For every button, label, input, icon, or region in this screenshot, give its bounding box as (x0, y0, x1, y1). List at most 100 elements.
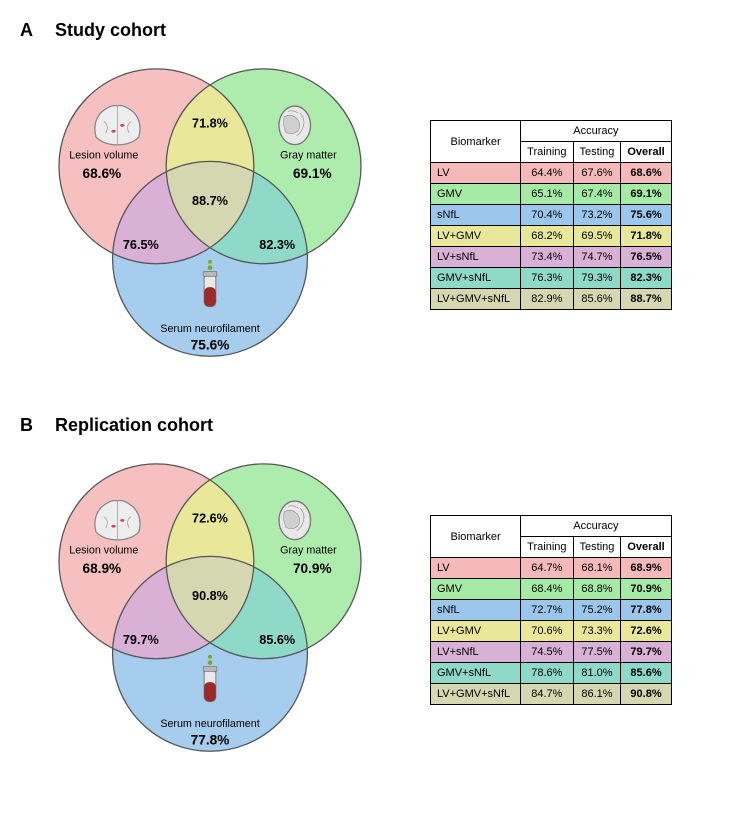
panel-B: B Replication cohort (20, 415, 722, 780)
table-row: GMV 65.1% 67.4% 69.1% (431, 184, 672, 205)
venn-pct-lvsnfl: 76.5% (123, 238, 159, 252)
cell-training: 73.4% (521, 247, 573, 268)
cell-overall: 77.8% (621, 600, 671, 621)
cell-overall: 70.9% (621, 579, 671, 600)
cell-testing: 69.5% (573, 226, 621, 247)
hdr-training: Training (521, 537, 573, 558)
panel-title: B Replication cohort (20, 415, 722, 436)
accuracy-table: Biomarker Accuracy Training Testing Over… (430, 515, 672, 705)
hdr-testing: Testing (573, 142, 621, 163)
venn-pct-lv: 68.9% (83, 561, 122, 576)
hdr-overall: Overall (621, 142, 671, 163)
venn-pct-all: 88.7% (192, 194, 228, 208)
hdr-biomarker: Biomarker (431, 516, 521, 558)
cell-training: 65.1% (521, 184, 573, 205)
cell-overall: 75.6% (621, 205, 671, 226)
venn-diagram: Lesion volume Gray matter Serum neurofil… (20, 440, 400, 780)
cell-overall: 71.8% (621, 226, 671, 247)
cell-testing: 67.4% (573, 184, 621, 205)
cell-training: 72.7% (521, 600, 573, 621)
cell-testing: 75.2% (573, 600, 621, 621)
cell-training: 64.7% (521, 558, 573, 579)
cell-biomarker: LV (431, 163, 521, 184)
cell-training: 64.4% (521, 163, 573, 184)
cell-testing: 67.6% (573, 163, 621, 184)
hdr-accuracy: Accuracy (521, 516, 672, 537)
venn-pct-gmv: 70.9% (293, 561, 332, 576)
cell-biomarker: LV (431, 558, 521, 579)
hdr-biomarker: Biomarker (431, 121, 521, 163)
cell-overall: 90.8% (621, 684, 671, 705)
venn-label-lv: Lesion volume (69, 149, 138, 161)
cell-testing: 86.1% (573, 684, 621, 705)
cell-overall: 88.7% (621, 289, 671, 310)
cell-biomarker: sNfL (431, 205, 521, 226)
table-wrap: Biomarker Accuracy Training Testing Over… (430, 120, 672, 310)
panel-letter: A (20, 20, 50, 41)
cell-biomarker: LV+GMV+sNfL (431, 684, 521, 705)
cell-training: 70.4% (521, 205, 573, 226)
venn-pct-gmvsnfl: 85.6% (259, 633, 295, 647)
cell-training: 76.3% (521, 268, 573, 289)
table-row: GMV 68.4% 68.8% 70.9% (431, 579, 672, 600)
venn-pct-lv: 68.6% (83, 166, 122, 181)
cell-training: 84.7% (521, 684, 573, 705)
cell-testing: 73.2% (573, 205, 621, 226)
cell-biomarker: sNfL (431, 600, 521, 621)
venn-label-gmv: Gray matter (280, 544, 337, 556)
cell-testing: 85.6% (573, 289, 621, 310)
cell-overall: 69.1% (621, 184, 671, 205)
table-row: LV+sNfL 74.5% 77.5% 79.7% (431, 642, 672, 663)
table-row: LV 64.4% 67.6% 68.6% (431, 163, 672, 184)
cell-training: 74.5% (521, 642, 573, 663)
table-row: LV+sNfL 73.4% 74.7% 76.5% (431, 247, 672, 268)
cell-overall: 85.6% (621, 663, 671, 684)
venn-label-lv: Lesion volume (69, 544, 138, 556)
cell-testing: 74.7% (573, 247, 621, 268)
venn-pct-lvgmv: 72.6% (192, 511, 228, 525)
cell-testing: 77.5% (573, 642, 621, 663)
venn-label-gmv: Gray matter (280, 149, 337, 161)
cell-biomarker: LV+GMV (431, 621, 521, 642)
hdr-training: Training (521, 142, 573, 163)
table-row: sNfL 70.4% 73.2% 75.6% (431, 205, 672, 226)
table-row: LV+GMV+sNfL 84.7% 86.1% 90.8% (431, 684, 672, 705)
cell-biomarker: GMV+sNfL (431, 663, 521, 684)
venn-pct-lvgmv: 71.8% (192, 116, 228, 130)
cell-biomarker: GMV+sNfL (431, 268, 521, 289)
venn-pct-lvsnfl: 79.7% (123, 633, 159, 647)
cell-overall: 76.5% (621, 247, 671, 268)
cell-training: 78.6% (521, 663, 573, 684)
cell-overall: 68.6% (621, 163, 671, 184)
venn-pct-snfl: 75.6% (191, 337, 230, 352)
panel-title-text: Study cohort (55, 20, 166, 40)
venn-pct-gmv: 69.1% (293, 166, 332, 181)
cell-testing: 68.1% (573, 558, 621, 579)
venn-label-snfl: Serum neurofilament (160, 323, 259, 335)
venn-label-snfl: Serum neurofilament (160, 718, 259, 730)
cell-training: 68.4% (521, 579, 573, 600)
table-row: sNfL 72.7% 75.2% 77.8% (431, 600, 672, 621)
cell-biomarker: LV+GMV (431, 226, 521, 247)
table-row: LV 64.7% 68.1% 68.9% (431, 558, 672, 579)
cell-biomarker: LV+sNfL (431, 642, 521, 663)
cell-training: 68.2% (521, 226, 573, 247)
panel-title-text: Replication cohort (55, 415, 213, 435)
cell-overall: 82.3% (621, 268, 671, 289)
cell-biomarker: LV+GMV+sNfL (431, 289, 521, 310)
table-row: LV+GMV 68.2% 69.5% 71.8% (431, 226, 672, 247)
hdr-accuracy: Accuracy (521, 121, 672, 142)
cell-training: 82.9% (521, 289, 573, 310)
table-row: LV+GMV+sNfL 82.9% 85.6% 88.7% (431, 289, 672, 310)
cell-testing: 81.0% (573, 663, 621, 684)
venn-pct-snfl: 77.8% (191, 732, 230, 747)
cell-training: 70.6% (521, 621, 573, 642)
cell-testing: 73.3% (573, 621, 621, 642)
venn-diagram: Lesion volume Gray matter Serum neurofil… (20, 45, 400, 385)
cell-biomarker: LV+sNfL (431, 247, 521, 268)
panel-title: A Study cohort (20, 20, 722, 41)
cell-overall: 68.9% (621, 558, 671, 579)
hdr-testing: Testing (573, 537, 621, 558)
table-row: LV+GMV 70.6% 73.3% 72.6% (431, 621, 672, 642)
cell-overall: 79.7% (621, 642, 671, 663)
